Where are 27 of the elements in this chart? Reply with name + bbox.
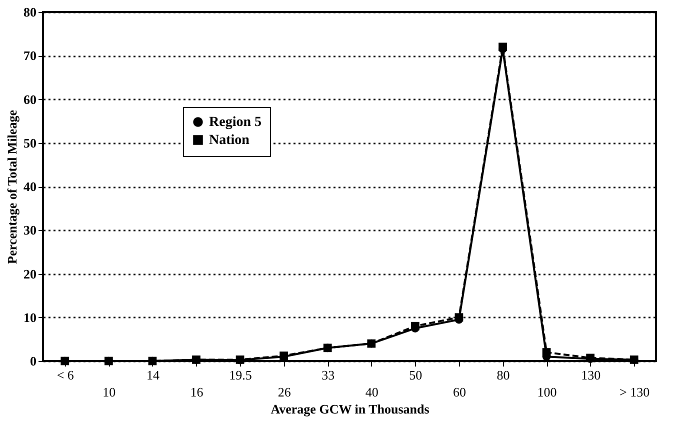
x-tick-label: 14 xyxy=(146,368,160,382)
y-tick-label: 40 xyxy=(24,179,36,194)
x-tick-label: 16 xyxy=(190,384,204,400)
x-tick-label: 33 xyxy=(322,368,335,382)
x-tick-label: 50 xyxy=(409,368,422,382)
x-tick-label: < 6 xyxy=(56,368,74,382)
x-axis-title: Average GCW in Thousands xyxy=(270,402,430,416)
x-tick-label: 19.5 xyxy=(229,368,252,382)
y-tick-label: 70 xyxy=(24,48,36,64)
x-tick-label: 80 xyxy=(496,368,510,382)
y-tick-label: 50 xyxy=(24,135,36,150)
legend-label: Nation xyxy=(209,133,250,148)
x-tick-label: 100 xyxy=(537,384,557,400)
x-tick-label: 130 xyxy=(581,368,601,382)
y-tick-label: 20 xyxy=(24,266,36,282)
legend-label: Region 5 xyxy=(209,115,262,130)
y-tick-label: 60 xyxy=(24,92,36,107)
x-tick-label: 40 xyxy=(365,384,378,400)
y-tick-label: 10 xyxy=(24,310,36,325)
x-tick-label: 10 xyxy=(102,384,116,400)
x-tick-label: > 130 xyxy=(620,384,650,400)
y-tick-label: 0 xyxy=(30,354,36,368)
y-tick-label: 80 xyxy=(24,4,36,20)
x-tick-label: 60 xyxy=(452,384,466,400)
x-tick-label: 26 xyxy=(278,384,292,400)
y-tick-label: 30 xyxy=(24,222,36,238)
y-axis-title: Percentage of Total Mileage xyxy=(4,110,20,264)
